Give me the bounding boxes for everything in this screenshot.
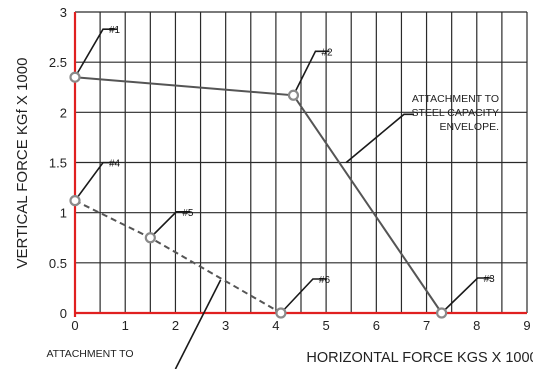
grid xyxy=(74,11,528,314)
data-point-marker xyxy=(69,71,81,83)
y-tick-label: 0 xyxy=(60,306,67,321)
tick-labels: 0 1 2 3 4 5 6 7 8 9 0 0.5 1 1.5 2 2.5 3 xyxy=(49,5,531,333)
steel-annotation-line-1: ATTACHMENT TO xyxy=(412,93,499,105)
x-tick-label: 8 xyxy=(473,318,480,333)
steel-envelope-annotation: ATTACHMENT TO STEEL CAPACITY ENVELOPE. xyxy=(411,93,499,133)
axes xyxy=(73,12,527,317)
x-tick-label: 5 xyxy=(322,318,329,333)
point-leader xyxy=(74,161,117,202)
point-label: #4 xyxy=(109,159,121,170)
concrete-annotation: ATTACHMENT TO xyxy=(46,348,133,360)
x-tick-label: 7 xyxy=(423,318,430,333)
point-label: #3 xyxy=(484,274,496,285)
concrete-annotation-leader xyxy=(174,279,222,369)
x-tick-label: 9 xyxy=(523,318,530,333)
steel-annotation-line-3: ENVELOPE. xyxy=(439,121,499,133)
y-tick-label: 2.5 xyxy=(49,55,67,70)
y-tick-label: 1.5 xyxy=(49,156,67,171)
point-label: #2 xyxy=(321,47,333,58)
x-tick-label: 1 xyxy=(122,318,129,333)
x-tick-label: 2 xyxy=(172,318,179,333)
steel-annotation-line-2: STEEL CAPACITY xyxy=(411,107,499,119)
point-labels: #1 #2 #3 #4 #5 #6 xyxy=(109,25,495,286)
point-leader xyxy=(280,278,327,314)
steel-annotation-leader xyxy=(345,113,414,164)
data-points xyxy=(69,71,448,319)
x-tick-label: 6 xyxy=(373,318,380,333)
point-leader xyxy=(292,50,330,96)
point-label: #1 xyxy=(109,25,121,36)
x-tick-label: 0 xyxy=(71,318,78,333)
point-label: #5 xyxy=(182,208,194,219)
series-line-dashed xyxy=(74,199,282,314)
point-leader xyxy=(149,210,191,239)
data-point-marker xyxy=(69,195,81,207)
point-leader xyxy=(74,28,117,78)
x-tick-label: 3 xyxy=(222,318,229,333)
point-leader xyxy=(441,277,492,314)
y-tick-label: 2 xyxy=(60,105,67,120)
callout-leaders xyxy=(74,28,492,369)
data-point-marker xyxy=(275,307,287,319)
data-point-marker xyxy=(287,89,300,101)
data-point-marker xyxy=(144,232,156,244)
y-axis-title: VERTICAL FORCE KGf X 1000 xyxy=(14,58,31,269)
x-axis-title: HORIZONTAL FORCE KGS X 1000 xyxy=(306,350,533,366)
x-tick-label: 4 xyxy=(272,318,279,333)
y-tick-label: 1 xyxy=(60,206,67,221)
y-tick-label: 0.5 xyxy=(49,256,67,271)
data-point-marker xyxy=(436,307,448,319)
y-tick-label: 3 xyxy=(60,5,67,20)
point-label: #6 xyxy=(319,275,331,286)
